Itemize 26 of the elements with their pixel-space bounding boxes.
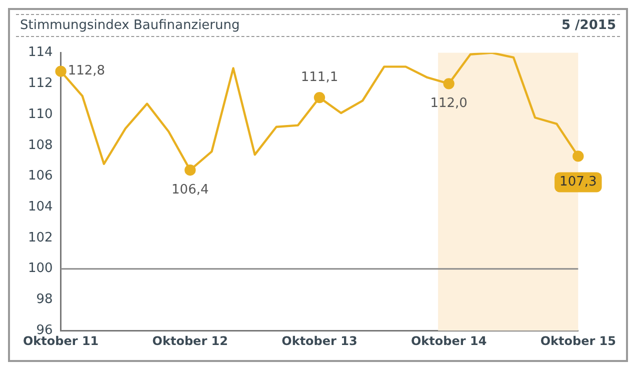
y-tick-label: 108 <box>28 138 53 153</box>
y-tick-label: 100 <box>28 261 53 276</box>
x-tick-label: Oktober 12 <box>152 334 228 348</box>
x-tick-label: Oktober 15 <box>540 334 616 348</box>
chart-title: Stimmungsindex Baufinanzierung <box>20 18 240 33</box>
point <box>184 164 196 176</box>
x-tick-label: Oktober 13 <box>282 334 358 348</box>
chart-subtitle: 5 /2015 <box>561 18 616 33</box>
y-tick-label: 106 <box>28 168 53 184</box>
y-tick-label: 104 <box>28 200 53 215</box>
y-tick-label: 110 <box>28 106 53 122</box>
y-tick-label: 114 <box>28 45 53 60</box>
data-label: 106,4 <box>172 182 209 198</box>
point <box>55 66 66 77</box>
data-label: 107,3 <box>560 174 597 190</box>
data-label: 112,0 <box>430 96 468 112</box>
data-label: 112,8 <box>68 64 106 79</box>
point <box>443 78 454 90</box>
y-tick-label: 112 <box>28 76 53 92</box>
x-tick-label: Oktober 14 <box>410 334 487 348</box>
point <box>314 92 326 104</box>
x-tick-label: Oktober 11 <box>22 334 99 348</box>
y-tick-label: 102 <box>28 230 53 246</box>
y-tick-label: 98 <box>36 292 53 308</box>
point <box>572 150 584 162</box>
data-label: 111,1 <box>300 70 338 85</box>
